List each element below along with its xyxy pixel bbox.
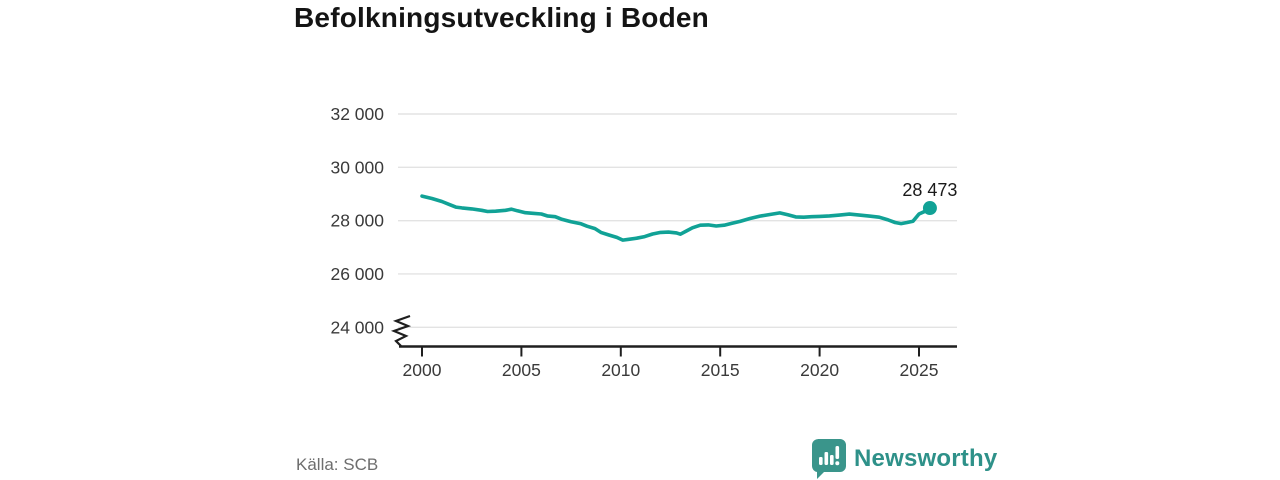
chart-title: Befolkningsutveckling i Boden — [294, 2, 709, 33]
newsworthy-logo[interactable]: Newsworthy — [812, 439, 997, 479]
y-axis-tick-label: 24 000 — [330, 317, 384, 337]
source-note: Källa: SCB — [296, 455, 379, 474]
x-axis-tick-label: 2015 — [701, 360, 740, 380]
y-axis-tick-label: 26 000 — [330, 264, 384, 284]
x-axis-tick-label: 2000 — [403, 360, 442, 380]
x-axis-tick-label: 2025 — [900, 360, 939, 380]
population-line-chart: 32 000 30 000 28 000 26 000 24 000 2000 2005 20… — [330, 104, 957, 380]
latest-value-annotation: 28 473 — [902, 180, 957, 200]
latest-value-dot — [922, 201, 937, 216]
y-axis-tick-label: 30 000 — [330, 157, 384, 177]
y-axis-break-icon — [390, 314, 412, 347]
x-axis-tick-label: 2020 — [800, 360, 839, 380]
newsworthy-logo-text: Newsworthy — [854, 445, 998, 472]
x-axis-tick-label: 2010 — [601, 360, 640, 380]
newsworthy-bubble-chart-icon — [812, 439, 846, 479]
population-line-series — [420, 194, 932, 242]
y-axis-tick-label: 32 000 — [330, 104, 384, 124]
y-axis-tick-label: 28 000 — [330, 211, 384, 231]
x-axis-tick-label: 2005 — [502, 360, 541, 380]
